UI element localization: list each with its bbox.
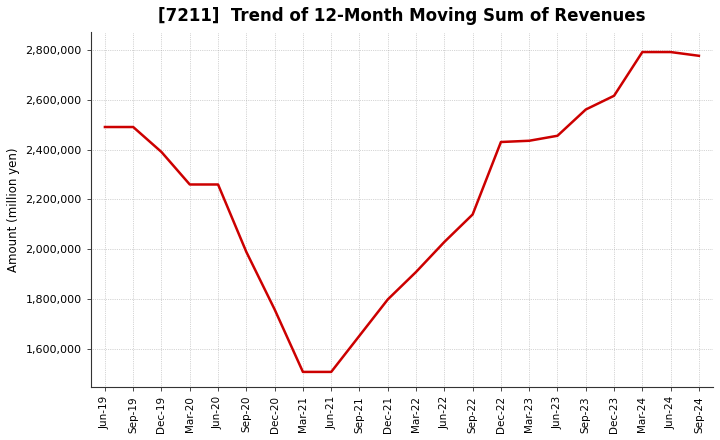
- Title: [7211]  Trend of 12-Month Moving Sum of Revenues: [7211] Trend of 12-Month Moving Sum of R…: [158, 7, 646, 25]
- Y-axis label: Amount (million yen): Amount (million yen): [7, 147, 20, 272]
